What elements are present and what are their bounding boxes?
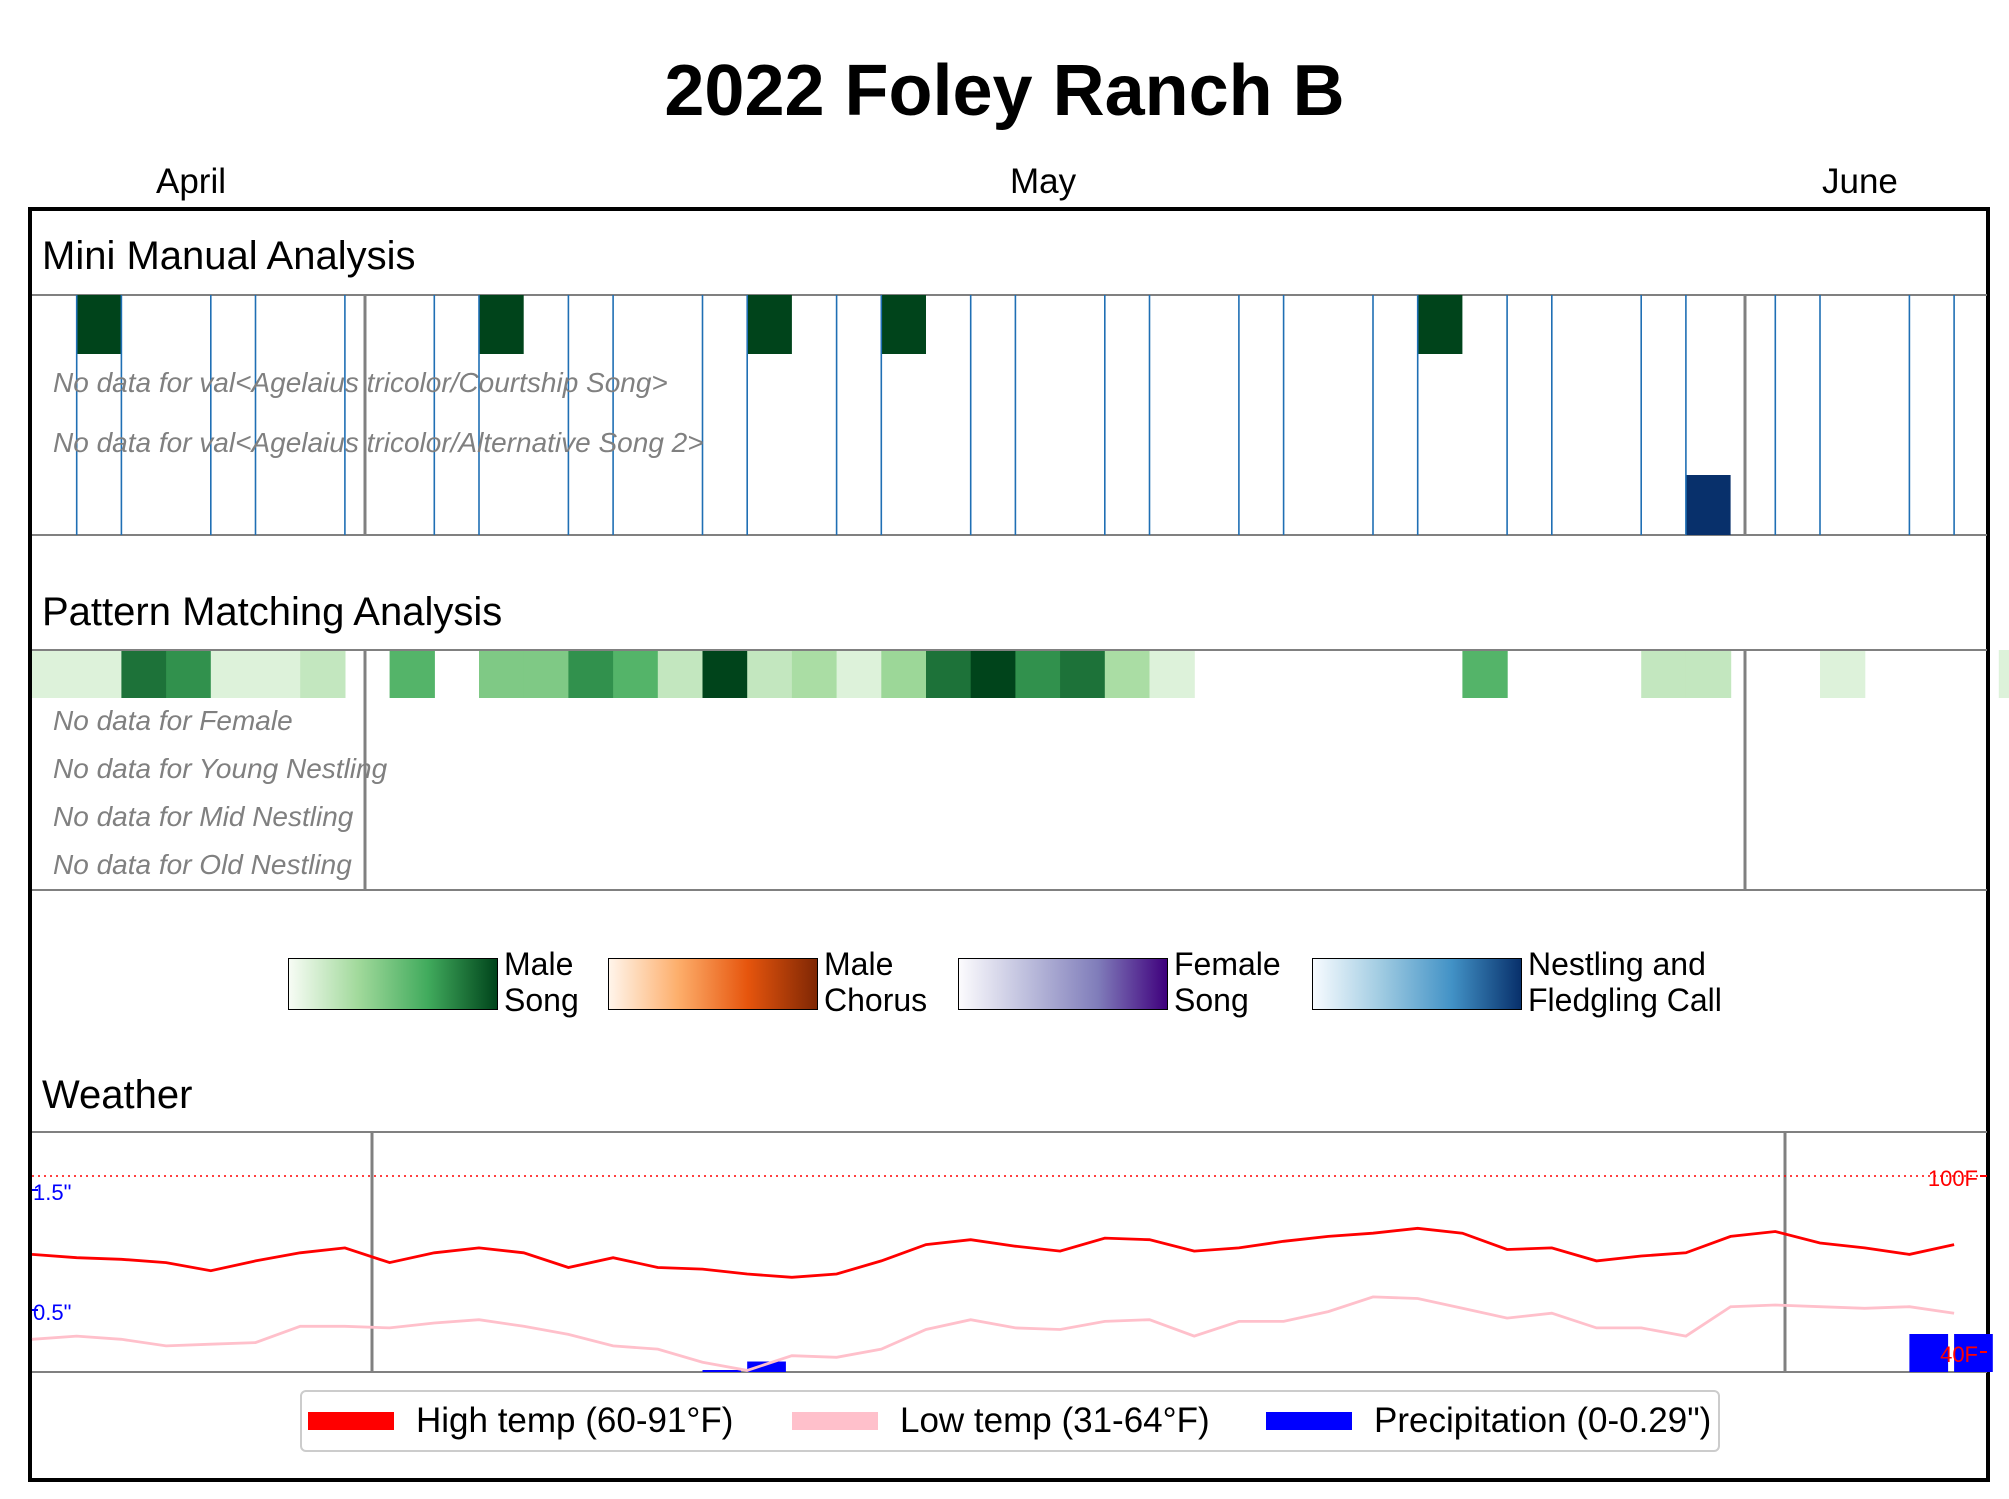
weather-legend: High temp (60-91°F) Low temp (31-64°F) P…	[300, 1390, 1720, 1452]
colorbar-3	[1312, 958, 1522, 1010]
pattern-male-song-cell-21	[970, 650, 1016, 698]
weather-tick-label-0: 1.5"	[33, 1180, 71, 1205]
legend-label-precipitation: Precipitation (0-0.29")	[1374, 1401, 1712, 1440]
manual-nodata-label-1: No data for val<Agelaius tricolor/Altern…	[53, 427, 704, 458]
month-label-june: June	[1822, 162, 1898, 201]
legend-item-low-temp: Low temp (31-64°F)	[792, 1392, 1210, 1450]
chart-frame	[28, 207, 1990, 1482]
pattern-male-song-cell-32	[1462, 650, 1508, 698]
pattern-nodata-label-3: No data for Old Nestling	[53, 849, 352, 880]
pattern-male-song-cell-10	[479, 650, 525, 698]
colorbar-0	[288, 958, 498, 1010]
pattern-male-song-cell-4	[210, 650, 257, 698]
pattern-male-song-cell-8	[389, 650, 435, 698]
colorbar-label-0: Male Song	[504, 946, 579, 1018]
section-title-weather: Weather	[42, 1073, 193, 1117]
precip-bar-0	[702, 1370, 742, 1372]
weather-tick-label-1: 0.5"	[33, 1300, 71, 1325]
pattern-male-song-cell-20	[926, 650, 972, 698]
pattern-male-song-cell-0	[32, 650, 78, 698]
legend-label-low-temp: Low temp (31-64°F)	[900, 1401, 1210, 1440]
pattern-male-song-cell-16	[747, 650, 793, 698]
weather-tick-label-3: 40F	[1940, 1342, 1978, 1367]
pattern-male-song-cell-3	[166, 650, 212, 698]
pattern-nodata-label-1: No data for Young Nestling	[53, 753, 388, 784]
pattern-male-song-cell-15	[702, 650, 748, 698]
section-title-manual: Mini Manual Analysis	[42, 234, 416, 278]
weather-tick-label-2: 100F	[1928, 1166, 1978, 1191]
colorbar-label-2: Female Song	[1174, 946, 1281, 1018]
pattern-male-song-cell-44	[1998, 650, 2009, 698]
pattern-male-song-cell-13	[613, 650, 659, 698]
pattern-male-song-cell-19	[881, 650, 927, 698]
legend-item-high-temp: High temp (60-91°F)	[308, 1392, 733, 1450]
colorbar-label-1: Male Chorus	[824, 946, 928, 1018]
pattern-male-song-cell-23	[1060, 650, 1106, 698]
pattern-male-song-cell-2	[121, 650, 167, 698]
colorbar-1	[608, 958, 818, 1010]
pattern-male-song-cell-22	[1015, 650, 1061, 698]
legend-swatch-high-temp	[308, 1412, 394, 1430]
manual-male-song-cell-1	[479, 295, 524, 354]
month-label-may: May	[1010, 162, 1077, 201]
colorbar-2	[958, 958, 1168, 1010]
manual-male-song-cell-3	[881, 295, 926, 354]
pattern-male-song-cell-17	[791, 650, 838, 698]
pattern-male-song-cell-14	[657, 650, 704, 698]
precip-bar-1	[747, 1361, 786, 1372]
pattern-male-song-cell-25	[1149, 650, 1195, 698]
colorbar-label-3: Nestling and Fledgling Call	[1528, 946, 1722, 1018]
pattern-male-song-cell-18	[836, 650, 882, 698]
chart-title: 2022 Foley Ranch B	[664, 51, 1345, 131]
pattern-male-song-cell-12	[568, 650, 614, 698]
manual-nodata-label-0: No data for val<Agelaius tricolor/Courts…	[53, 367, 668, 398]
pattern-male-song-cell-11	[523, 650, 569, 698]
pattern-male-song-cell-36	[1641, 650, 1687, 698]
pattern-male-song-cell-40	[1820, 650, 1866, 698]
low-temp-line	[31, 1295, 1955, 1372]
pattern-male-song-cell-6	[300, 650, 346, 698]
manual-male-song-cell-0	[76, 295, 122, 354]
legend-swatch-precipitation	[1266, 1412, 1352, 1430]
pattern-nodata-label-0: No data for Female	[53, 705, 293, 736]
pattern-male-song-cell-24	[1104, 650, 1151, 698]
pattern-nodata-label-2: No data for Mid Nestling	[53, 801, 354, 832]
legend-item-precipitation: Precipitation (0-0.29")	[1266, 1392, 1711, 1450]
pattern-male-song-cell-5	[255, 650, 301, 698]
manual-male-song-cell-4	[1417, 295, 1463, 354]
manual-nestling-cell-0	[1685, 475, 1731, 535]
section-title-pattern: Pattern Matching Analysis	[42, 590, 503, 634]
high-temp-line	[31, 1226, 1955, 1279]
legend-swatch-low-temp	[792, 1412, 878, 1430]
month-label-april: April	[156, 162, 227, 201]
pattern-male-song-cell-1	[76, 650, 122, 698]
precip-bar-2	[1909, 1334, 1949, 1372]
pattern-male-song-cell-37	[1685, 650, 1732, 698]
legend-label-high-temp: High temp (60-91°F)	[416, 1401, 734, 1440]
manual-male-song-cell-2	[747, 295, 792, 354]
